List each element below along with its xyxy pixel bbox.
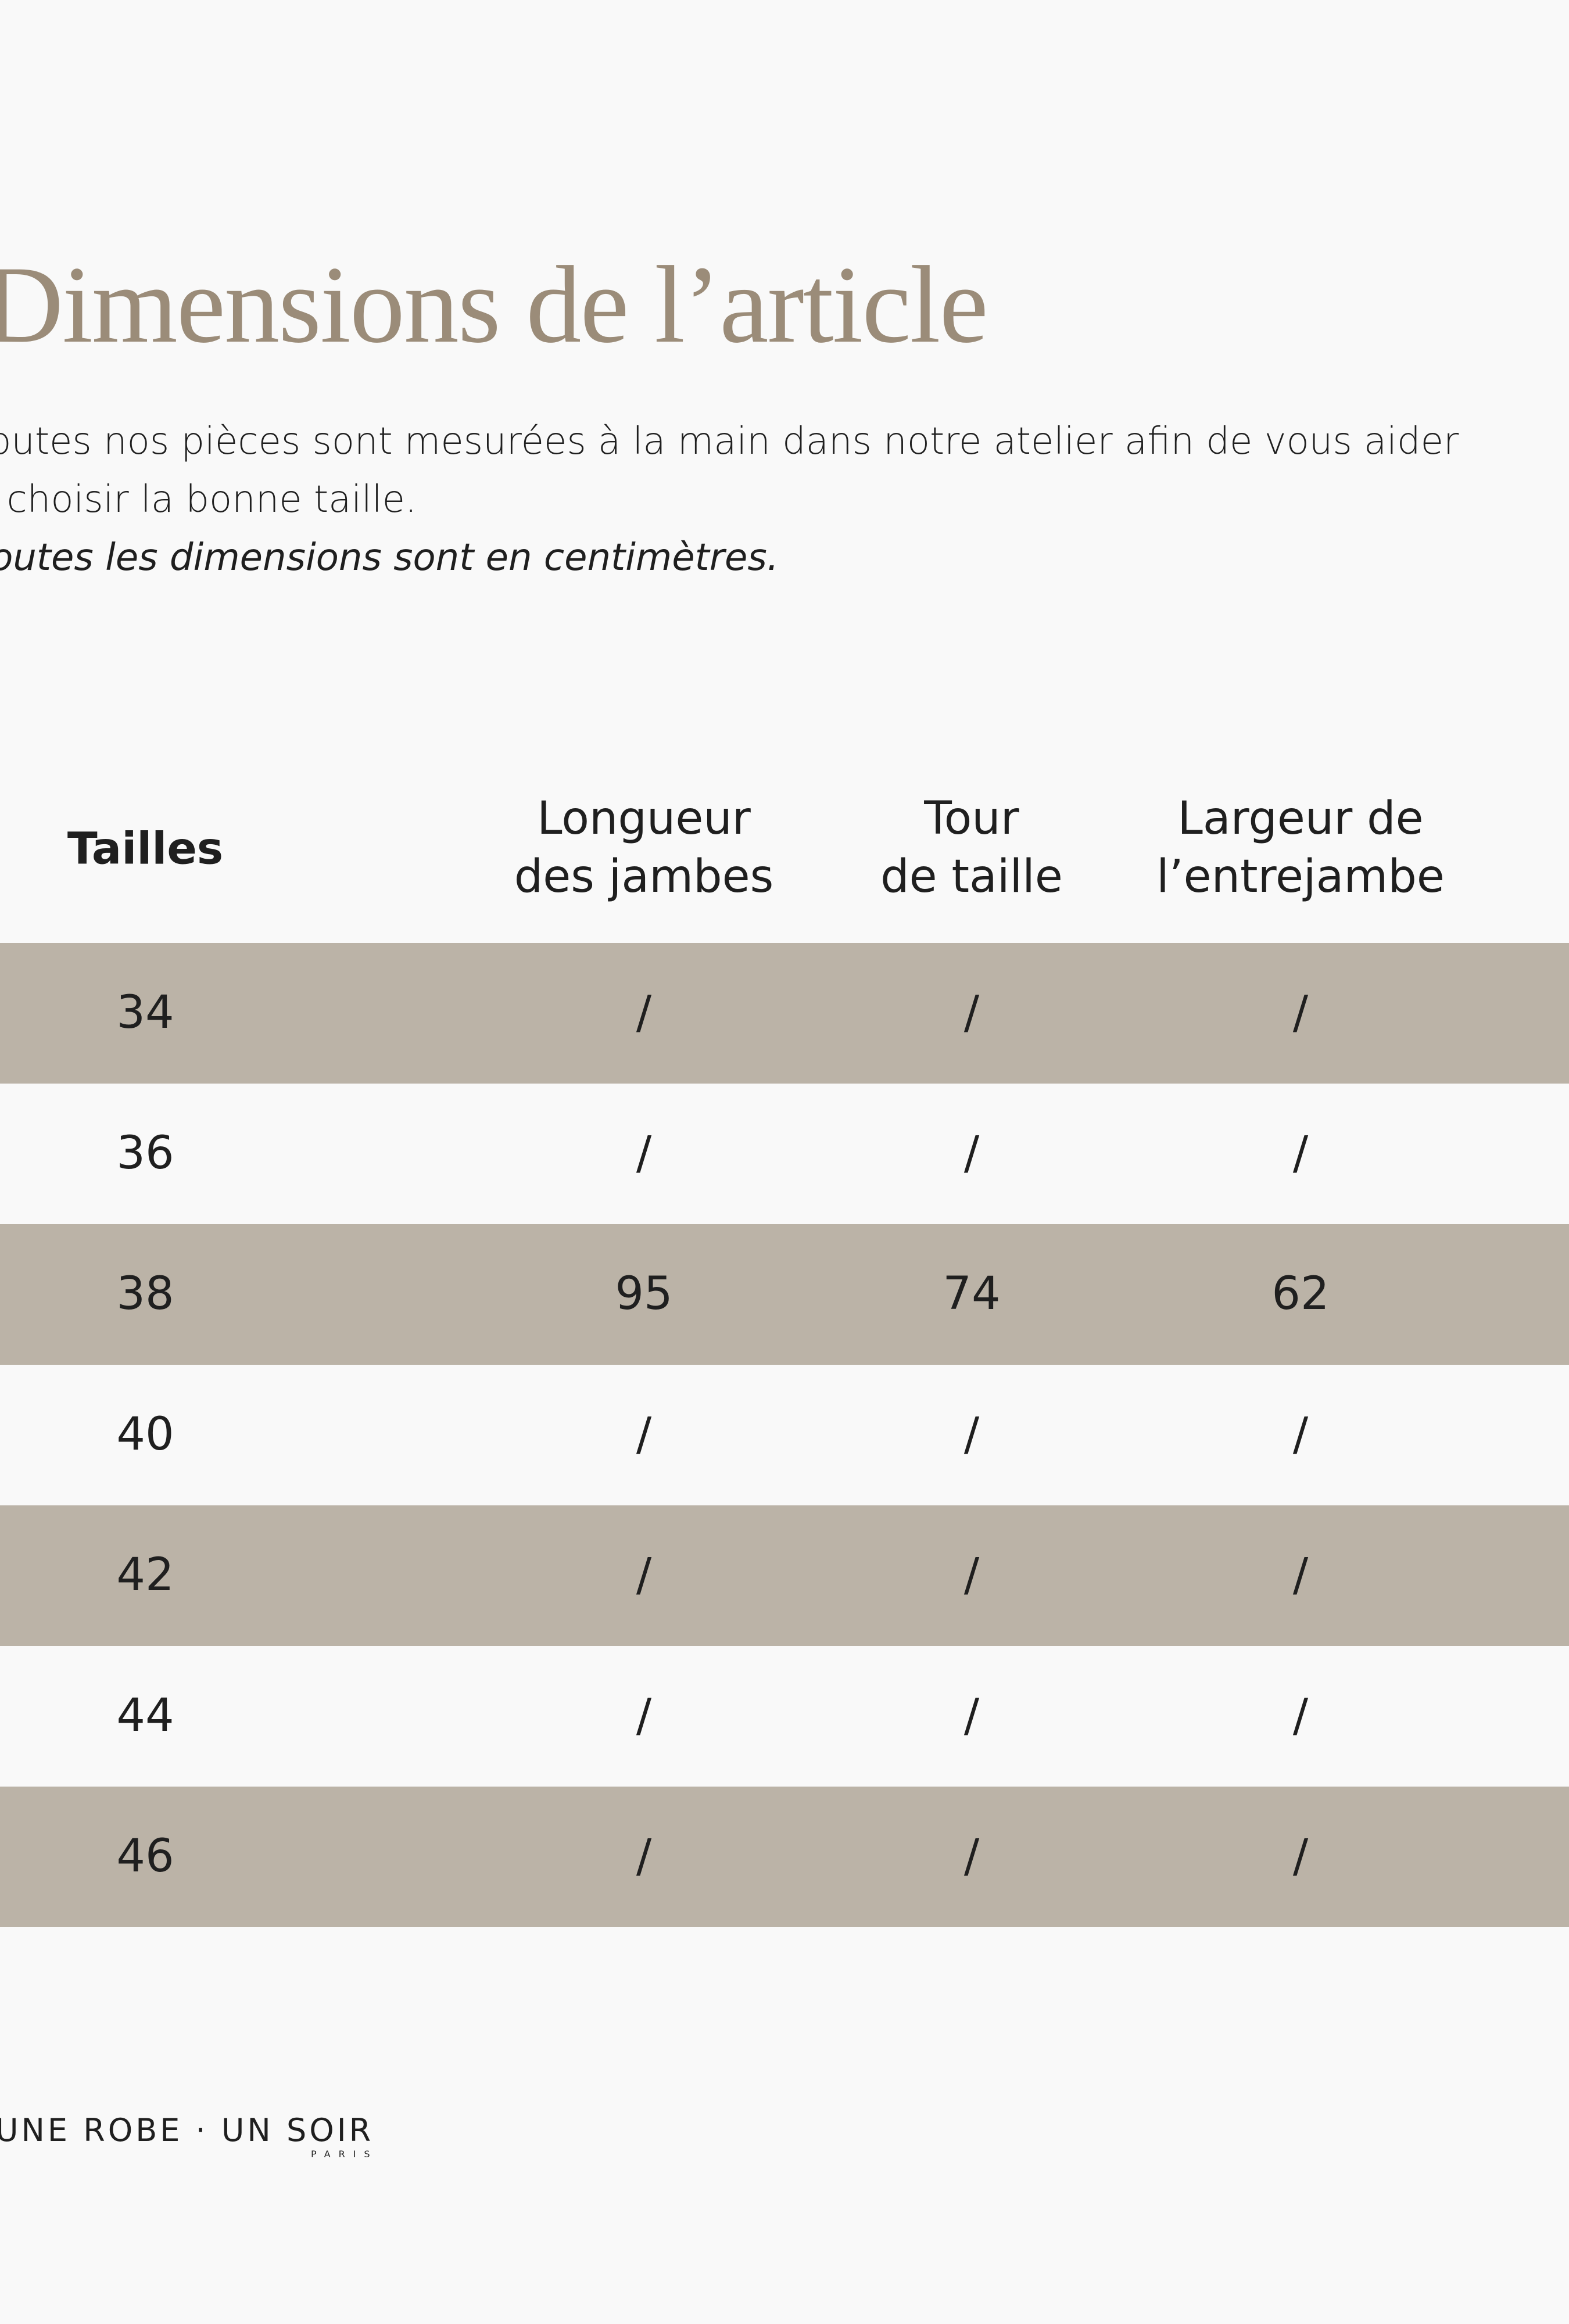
table-cell: 62	[1271, 1268, 1330, 1321]
column-header: Longueur des jambes	[514, 790, 774, 906]
table-cell: /	[636, 987, 652, 1039]
table-cell: 46	[116, 1830, 174, 1883]
table-cell: 36	[116, 1127, 174, 1180]
table-row: 46 / / /	[0, 1787, 1569, 1927]
table-cell: /	[1292, 1690, 1309, 1742]
unit-note: Toutes les dimensions sont en centimètre…	[0, 536, 779, 579]
table-row: 36 / / /	[0, 1084, 1569, 1224]
table-row: 34 / / /	[0, 943, 1569, 1084]
table-cell: /	[636, 1690, 652, 1742]
table-cell: /	[636, 1830, 652, 1883]
table-cell: 95	[615, 1268, 673, 1321]
table-row: 40 / / /	[0, 1365, 1569, 1505]
table-cell: 38	[116, 1268, 174, 1321]
header-line: des jambes	[514, 851, 774, 903]
table-cell: /	[963, 1690, 980, 1742]
table-cell: /	[1292, 1549, 1309, 1602]
brand-logo: UNE ROBE · UN SOIR	[0, 2112, 374, 2149]
intro-text: Toutes nos pièces sont mesurées à la mai…	[0, 420, 1459, 463]
table-cell: 44	[116, 1690, 174, 1742]
table-cell: /	[963, 1408, 980, 1461]
table-cell: 34	[116, 987, 174, 1039]
table-cell: 40	[116, 1408, 174, 1461]
table-row: 42 / / /	[0, 1505, 1569, 1646]
column-header: Tour de taille	[880, 790, 1063, 906]
table-cell: /	[963, 1830, 980, 1883]
table-cell: /	[636, 1127, 652, 1180]
page-title: Dimensions de l’article	[0, 244, 988, 366]
header-line: l’entrejambe	[1156, 851, 1445, 903]
column-header: Largeur de l’entrejambe	[1156, 790, 1445, 906]
table-cell: /	[636, 1549, 652, 1602]
brand-subtitle: PARIS	[311, 2149, 378, 2160]
header-line: Largeur de	[1177, 792, 1424, 845]
header-line: Longueur	[537, 792, 751, 845]
table-cell: /	[1292, 987, 1309, 1039]
header-line: de taille	[880, 851, 1063, 903]
table-cell: /	[1292, 1830, 1309, 1883]
table-cell: /	[1292, 1408, 1309, 1461]
table-cell: 42	[116, 1549, 174, 1602]
header-line: Tailles	[67, 822, 224, 874]
table-cell: /	[963, 1549, 980, 1602]
table-cell: /	[963, 987, 980, 1039]
table-row: 44 / / /	[0, 1646, 1569, 1787]
table-row: 38 95 74 62	[0, 1224, 1569, 1365]
table-cell: /	[1292, 1127, 1309, 1180]
table-cell: /	[636, 1408, 652, 1461]
table-cell: 74	[943, 1268, 1001, 1321]
table-cell: /	[963, 1127, 980, 1180]
header-line: Tour	[924, 792, 1019, 845]
column-header: Tailles	[67, 820, 223, 876]
intro-text: à choisir la bonne taille.	[0, 478, 417, 521]
